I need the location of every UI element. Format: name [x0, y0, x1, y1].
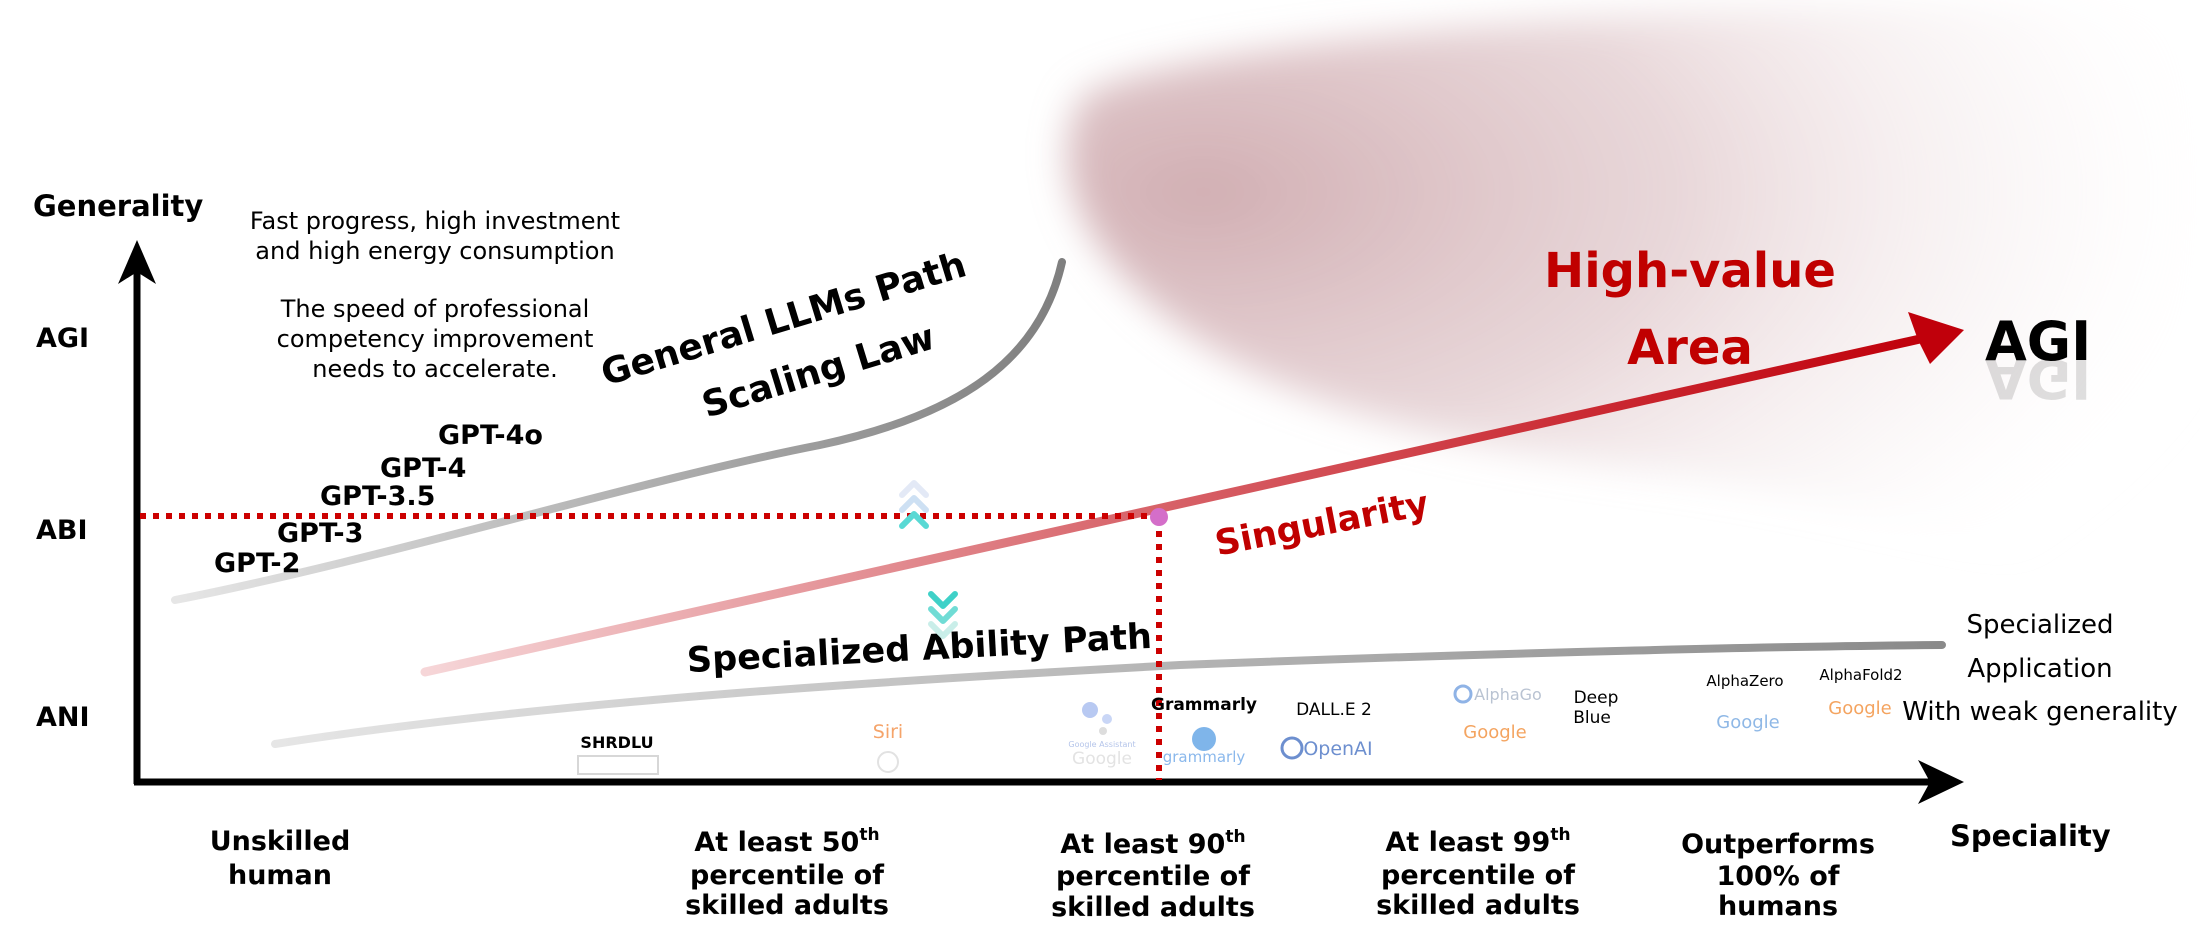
x-level-label: Outperforms: [1681, 829, 1875, 860]
x-level-label: At least 90th: [1060, 827, 1245, 860]
google-logo: Google: [1828, 698, 1891, 719]
x-level-90th: At least 90th percentile of skilled adul…: [1051, 827, 1255, 923]
chevron-up-stroke: [899, 480, 929, 498]
alphafold-label: AlphaFold2: [1819, 666, 1902, 684]
google-logo: Google: [1072, 749, 1132, 769]
chevron-up-stroke: [899, 511, 929, 529]
model-gpt-2: GPT-2: [214, 548, 300, 579]
x-level-label: Unskilled: [210, 826, 351, 857]
system-siri: Siri: [873, 721, 903, 773]
x-level-label: skilled adults: [1051, 892, 1255, 923]
system-shrdlu: SHRDLU: [577, 733, 659, 775]
grammarly-label: Grammarly: [1151, 695, 1257, 715]
notes: Fast progress, high investment and high …: [250, 207, 620, 383]
alphago-logo-icon: [1453, 684, 1473, 704]
system-dalle: DALL.E 2 OpenAI: [1280, 700, 1373, 760]
y-level-abi: ABI: [36, 515, 88, 546]
x-level-label: humans: [1718, 891, 1838, 922]
x-level-label: percentile of: [1381, 860, 1575, 891]
chevron-down-stroke: [928, 606, 958, 624]
x-axis-arrow-icon: [1918, 760, 1964, 804]
system-grammarly: Grammarly grammarly: [1151, 695, 1257, 766]
mit-logo-icon: [577, 755, 659, 775]
x-level-99th: At least 99th percentile of skilled adul…: [1376, 825, 1580, 921]
y-level-agi: AGI: [36, 323, 89, 354]
specialized-note-line: Specialized: [1966, 610, 2113, 640]
x-level-unskilled: Unskilled human: [210, 826, 351, 891]
model-gpt-3: GPT-3: [277, 518, 363, 549]
note-line: and high energy consumption: [255, 237, 614, 265]
note-line: competency improvement: [277, 325, 594, 353]
note-line: needs to accelerate.: [312, 355, 558, 383]
x-level-100pct: Outperforms 100% of humans: [1681, 829, 1875, 922]
specialized-note: Specialized Application With weak genera…: [1902, 610, 2177, 727]
specialized-note-line: With weak generality: [1902, 697, 2177, 727]
alphazero-label: AlphaZero: [1706, 672, 1783, 690]
chevron-down-stroke: [928, 621, 958, 639]
chevron-down-icon: [928, 591, 958, 639]
deep-blue-label: Deep: [1574, 688, 1619, 708]
system-alphazero: AlphaZero Google: [1706, 672, 1783, 733]
chevron-down-stroke: [928, 591, 958, 609]
x-level-label: percentile of: [1056, 861, 1250, 892]
openai-label: OpenAI: [1303, 738, 1372, 760]
y-axis-arrow-icon: [118, 240, 156, 284]
specialized-path: [271, 641, 1946, 748]
axes: [118, 240, 1964, 804]
google-logo: Google: [1463, 722, 1526, 743]
model-gpt-3-5: GPT-3.5: [320, 481, 435, 512]
y-axis-title: Generality: [33, 189, 203, 223]
agi-arrow-icon: [1908, 312, 1964, 364]
y-level-ani: ANI: [36, 702, 90, 733]
google-assistant-dot-icon: [1102, 714, 1112, 724]
x-level-label: At least 99th: [1385, 825, 1570, 858]
high-value-label: High-value: [1544, 243, 1836, 299]
system-google-assistant: Google Assistant Google: [1068, 702, 1136, 769]
gpt-models: GPT-2 GPT-3 GPT-3.5 GPT-4 GPT-4o: [214, 420, 543, 579]
specialized-note-line: Application: [1967, 654, 2112, 684]
x-level-label: At least 50th: [694, 825, 879, 858]
high-value-region: [1067, 0, 2200, 600]
agi-label: AGI: [1985, 310, 2091, 373]
alphago-label: AlphaGo: [1474, 685, 1542, 704]
singularity-label: Singularity: [1212, 484, 1432, 565]
general-llm-path: [171, 258, 1066, 604]
dalle-label: DALL.E 2: [1296, 700, 1372, 720]
x-level-label: skilled adults: [685, 890, 889, 921]
x-level-label: skilled adults: [1376, 890, 1580, 921]
x-level-label: percentile of: [690, 860, 884, 891]
model-gpt-4o: GPT-4o: [438, 420, 543, 451]
shrdlu-label: SHRDLU: [580, 733, 653, 752]
chevron-up-stroke: [899, 495, 929, 513]
system-deep-blue: Deep Blue: [1573, 688, 1618, 728]
note-line: The speed of professional: [280, 295, 590, 323]
agi-path: [420, 334, 1925, 677]
x-level-label: 100% of: [1716, 861, 1839, 892]
singularity-dot: [1150, 508, 1168, 526]
siri-label: Siri: [873, 721, 903, 743]
grammarly-logo-icon: [1192, 727, 1216, 751]
x-level-50th: At least 50th percentile of skilled adul…: [685, 825, 889, 921]
note-line: Fast progress, high investment: [250, 207, 620, 235]
google-assistant-dot-icon: [1082, 702, 1098, 718]
chevron-up-icon: [899, 480, 929, 529]
x-axis-title: Speciality: [1950, 819, 2111, 853]
deep-blue-label: Blue: [1573, 708, 1611, 728]
google-assistant-label: Google Assistant: [1068, 740, 1135, 749]
system-alphago: AlphaGo Google: [1453, 684, 1542, 743]
google-logo: Google: [1716, 712, 1779, 733]
x-level-label: human: [228, 860, 332, 891]
model-gpt-4: GPT-4: [380, 453, 466, 484]
general-llm-label: General LLMs Path Scaling Law: [596, 244, 971, 426]
system-alphafold: AlphaFold2 Google: [1819, 666, 1902, 719]
grammarly-logo-text: grammarly: [1163, 748, 1246, 766]
agi-label-reflection: AGI: [1985, 347, 2091, 410]
openai-logo-icon: [1280, 736, 1304, 760]
apple-logo-icon: [877, 751, 899, 773]
high-value-area-label: Area: [1627, 320, 1753, 376]
google-assistant-dot-icon: [1099, 727, 1107, 735]
